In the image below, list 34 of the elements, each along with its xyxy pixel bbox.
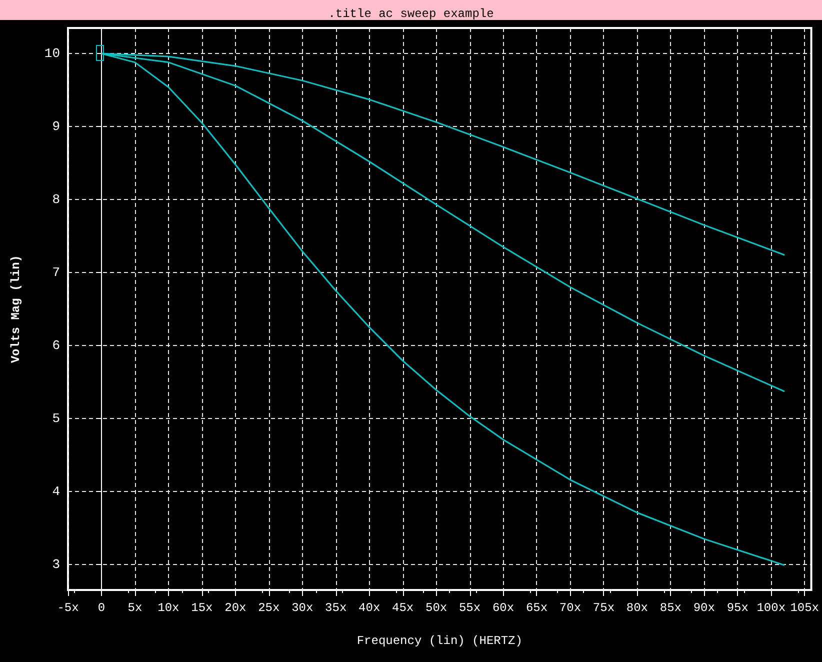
x-tick-label: 0 <box>98 601 106 615</box>
y-tick-label: 4 <box>52 484 60 499</box>
x-tick-label: 55x <box>458 601 481 615</box>
x-tick-label: -5x <box>57 601 79 615</box>
y-tick-label: 8 <box>52 192 60 208</box>
x-tick-label: 65x <box>526 601 548 615</box>
x-tick-label: 95x <box>726 601 748 615</box>
x-tick-label: 80x <box>626 601 648 615</box>
x-tick-label: 10x <box>158 601 180 615</box>
x-tick-label: 60x <box>492 601 514 615</box>
x-tick-label: 5x <box>128 601 142 615</box>
x-axis-title: Frequency (lin) (HERTZ) <box>356 634 522 648</box>
x-tick-label: 70x <box>559 601 582 615</box>
x-tick-label: 20x <box>224 601 246 615</box>
x-tick-label: 25x <box>258 601 280 615</box>
y-tick-label: 5 <box>52 410 60 426</box>
x-tick-label: 35x <box>325 601 347 615</box>
y-axis-title: Volts Mag (lin) <box>9 254 23 364</box>
y-tick-label: 6 <box>52 338 60 353</box>
x-tick-label: 30x <box>292 601 314 615</box>
x-tick-label: 15x <box>191 601 213 615</box>
y-tick-label: 7 <box>52 265 60 280</box>
x-tick-label: 45x <box>392 601 414 615</box>
y-tick-label: 3 <box>52 556 60 572</box>
x-tick-label: 100x <box>756 601 786 615</box>
y-tick-label: 9 <box>52 119 60 134</box>
y-tick-label: 10 <box>44 46 60 62</box>
chart-title: .title ac sweep example <box>328 7 494 21</box>
x-tick-label: 90x <box>693 601 715 615</box>
x-tick-label: 75x <box>592 601 615 615</box>
x-tick-label: 105x <box>790 601 820 615</box>
x-tick-label: 50x <box>425 601 448 615</box>
x-tick-label: 40x <box>358 601 380 615</box>
x-tick-label: 85x <box>660 601 682 615</box>
